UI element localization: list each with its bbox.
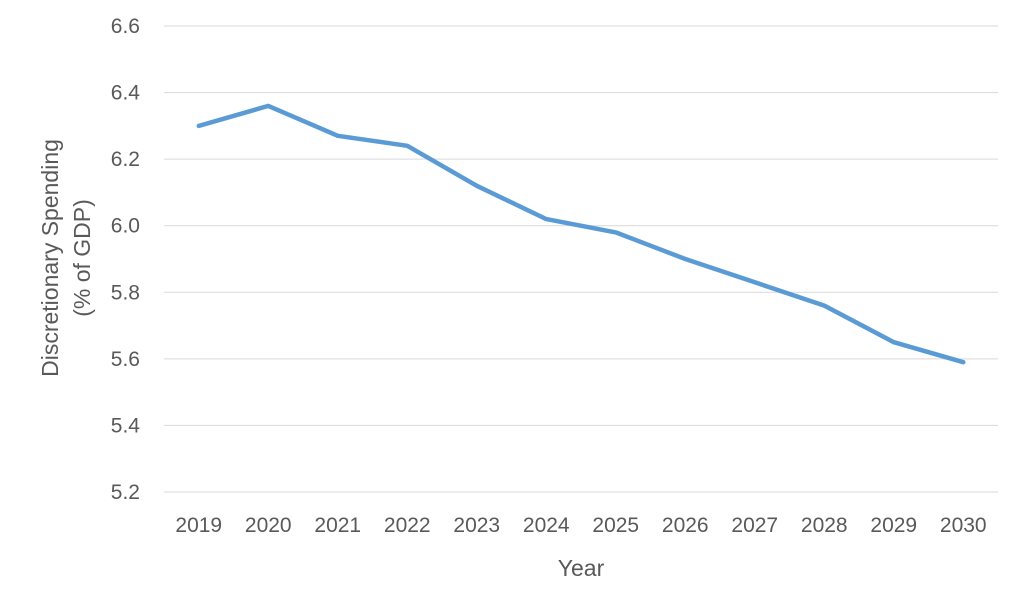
x-tick-label: 2025 [592, 514, 639, 537]
x-tick-label: 2030 [940, 514, 987, 537]
y-tick-label: 5.2 [111, 481, 140, 504]
y-tick-label: 5.6 [111, 348, 140, 371]
y-tick-label: 5.4 [111, 414, 141, 437]
y-tick-label: 5.8 [111, 281, 140, 304]
x-tick-label: 2026 [662, 514, 709, 537]
x-tick-label: 2021 [314, 514, 361, 537]
x-tick-label: 2019 [175, 514, 222, 537]
y-tick-label: 6.2 [111, 148, 140, 171]
x-tick-label: 2022 [384, 514, 431, 537]
gridlines [164, 25, 998, 493]
y-axis-title-line-1: Discretionary Spending [37, 139, 63, 377]
x-axis-title: Year [558, 555, 605, 581]
y-tick-label: 6.6 [111, 15, 140, 38]
series-group [196, 103, 966, 365]
x-tick-label: 2023 [453, 514, 500, 537]
y-axis-tick-labels: 5.2 5.4 5.6 5.8 6.0 6.2 6.4 6.6 [111, 15, 141, 504]
x-axis-tick-labels: 2019 2020 2021 2022 2023 2024 2025 2026 2027 2028… [175, 514, 986, 537]
y-axis-title-line-2: (% of GDP) [69, 199, 95, 317]
y-axis-title: Discretionary Spending (% of GDP) [37, 139, 95, 377]
y-tick-label: 6.0 [111, 215, 140, 238]
x-tick-label: 2024 [523, 514, 570, 537]
x-tick-label: 2020 [245, 514, 292, 537]
y-tick-label: 6.4 [111, 82, 141, 105]
x-tick-label: 2027 [731, 514, 778, 537]
x-tick-label: 2029 [870, 514, 917, 537]
series-line-0 [196, 103, 966, 365]
x-tick-label: 2028 [801, 514, 848, 537]
